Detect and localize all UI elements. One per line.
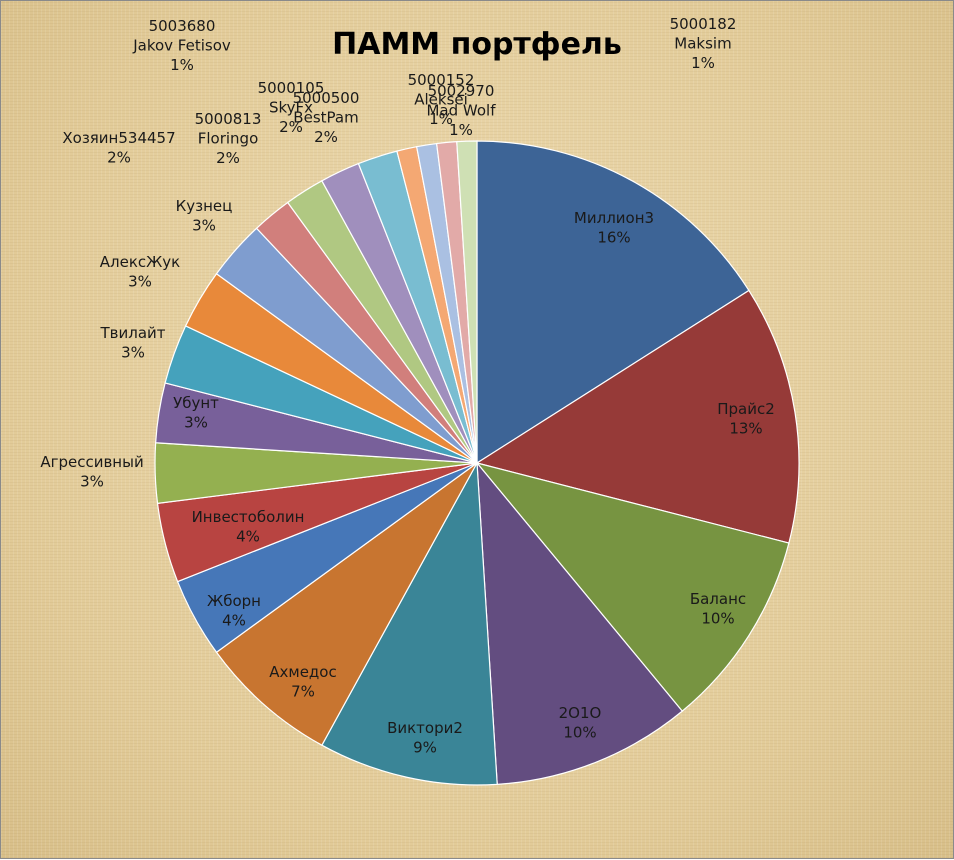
pie-slice-2 — [475, 289, 800, 544]
slice-label-7: Жборн 4% — [207, 592, 261, 630]
slice-label-20: 5002970 Mad Wolf 1% — [426, 82, 496, 139]
slice-label-11: Твилайт 3% — [99, 324, 165, 362]
slice-label-21: 5000182 Maksim 1% — [670, 15, 737, 72]
slice-label-13: Кузнец 3% — [176, 197, 233, 235]
slice-label-16: 5000500 BestPam 2% — [293, 89, 360, 146]
slice-label-3: Баланс 10% — [690, 590, 746, 628]
chart-title: ПАММ портфель — [332, 27, 622, 62]
slice-label-14: Хозяин534457 2% — [62, 129, 175, 167]
slice-label-2: Прайс2 13% — [717, 400, 775, 438]
slice-label-12: АлексЖук 3% — [100, 253, 180, 291]
slice-label-19: 5000152 Aleksei 1% — [408, 71, 475, 128]
pie-labels: Миллион3 16% Прайс2 13% Баланс 10% 2О1О 10% Викт… — [40, 15, 774, 757]
pie-slice-1 — [476, 140, 750, 465]
slice-label-9: Агрессивный 3% — [40, 453, 143, 491]
slice-label-1: Миллион3 16% — [574, 209, 654, 247]
slice-label-10: Убунт 3% — [173, 394, 219, 432]
pie-slice-5 — [321, 460, 498, 786]
slice-label-17: 5000105 SkyFx 2% — [258, 79, 325, 136]
slice-label-8: Инвестоболин 4% — [192, 508, 305, 546]
pie-slice-21 — [456, 140, 478, 464]
slice-label-6: Ахмедос 7% — [269, 663, 336, 701]
slice-label-18: 5003680 Jakov Fetisov 1% — [132, 17, 231, 74]
pie-slice-6 — [215, 462, 478, 746]
pie-slice-4 — [476, 461, 684, 785]
slice-label-5: Виктори2 9% — [387, 719, 463, 757]
pie-slices — [154, 140, 800, 786]
slice-label-15: 5000813 Floringo 2% — [195, 110, 262, 167]
pie-slice-3 — [475, 461, 790, 712]
slice-label-4: 2О1О 10% — [559, 704, 602, 742]
